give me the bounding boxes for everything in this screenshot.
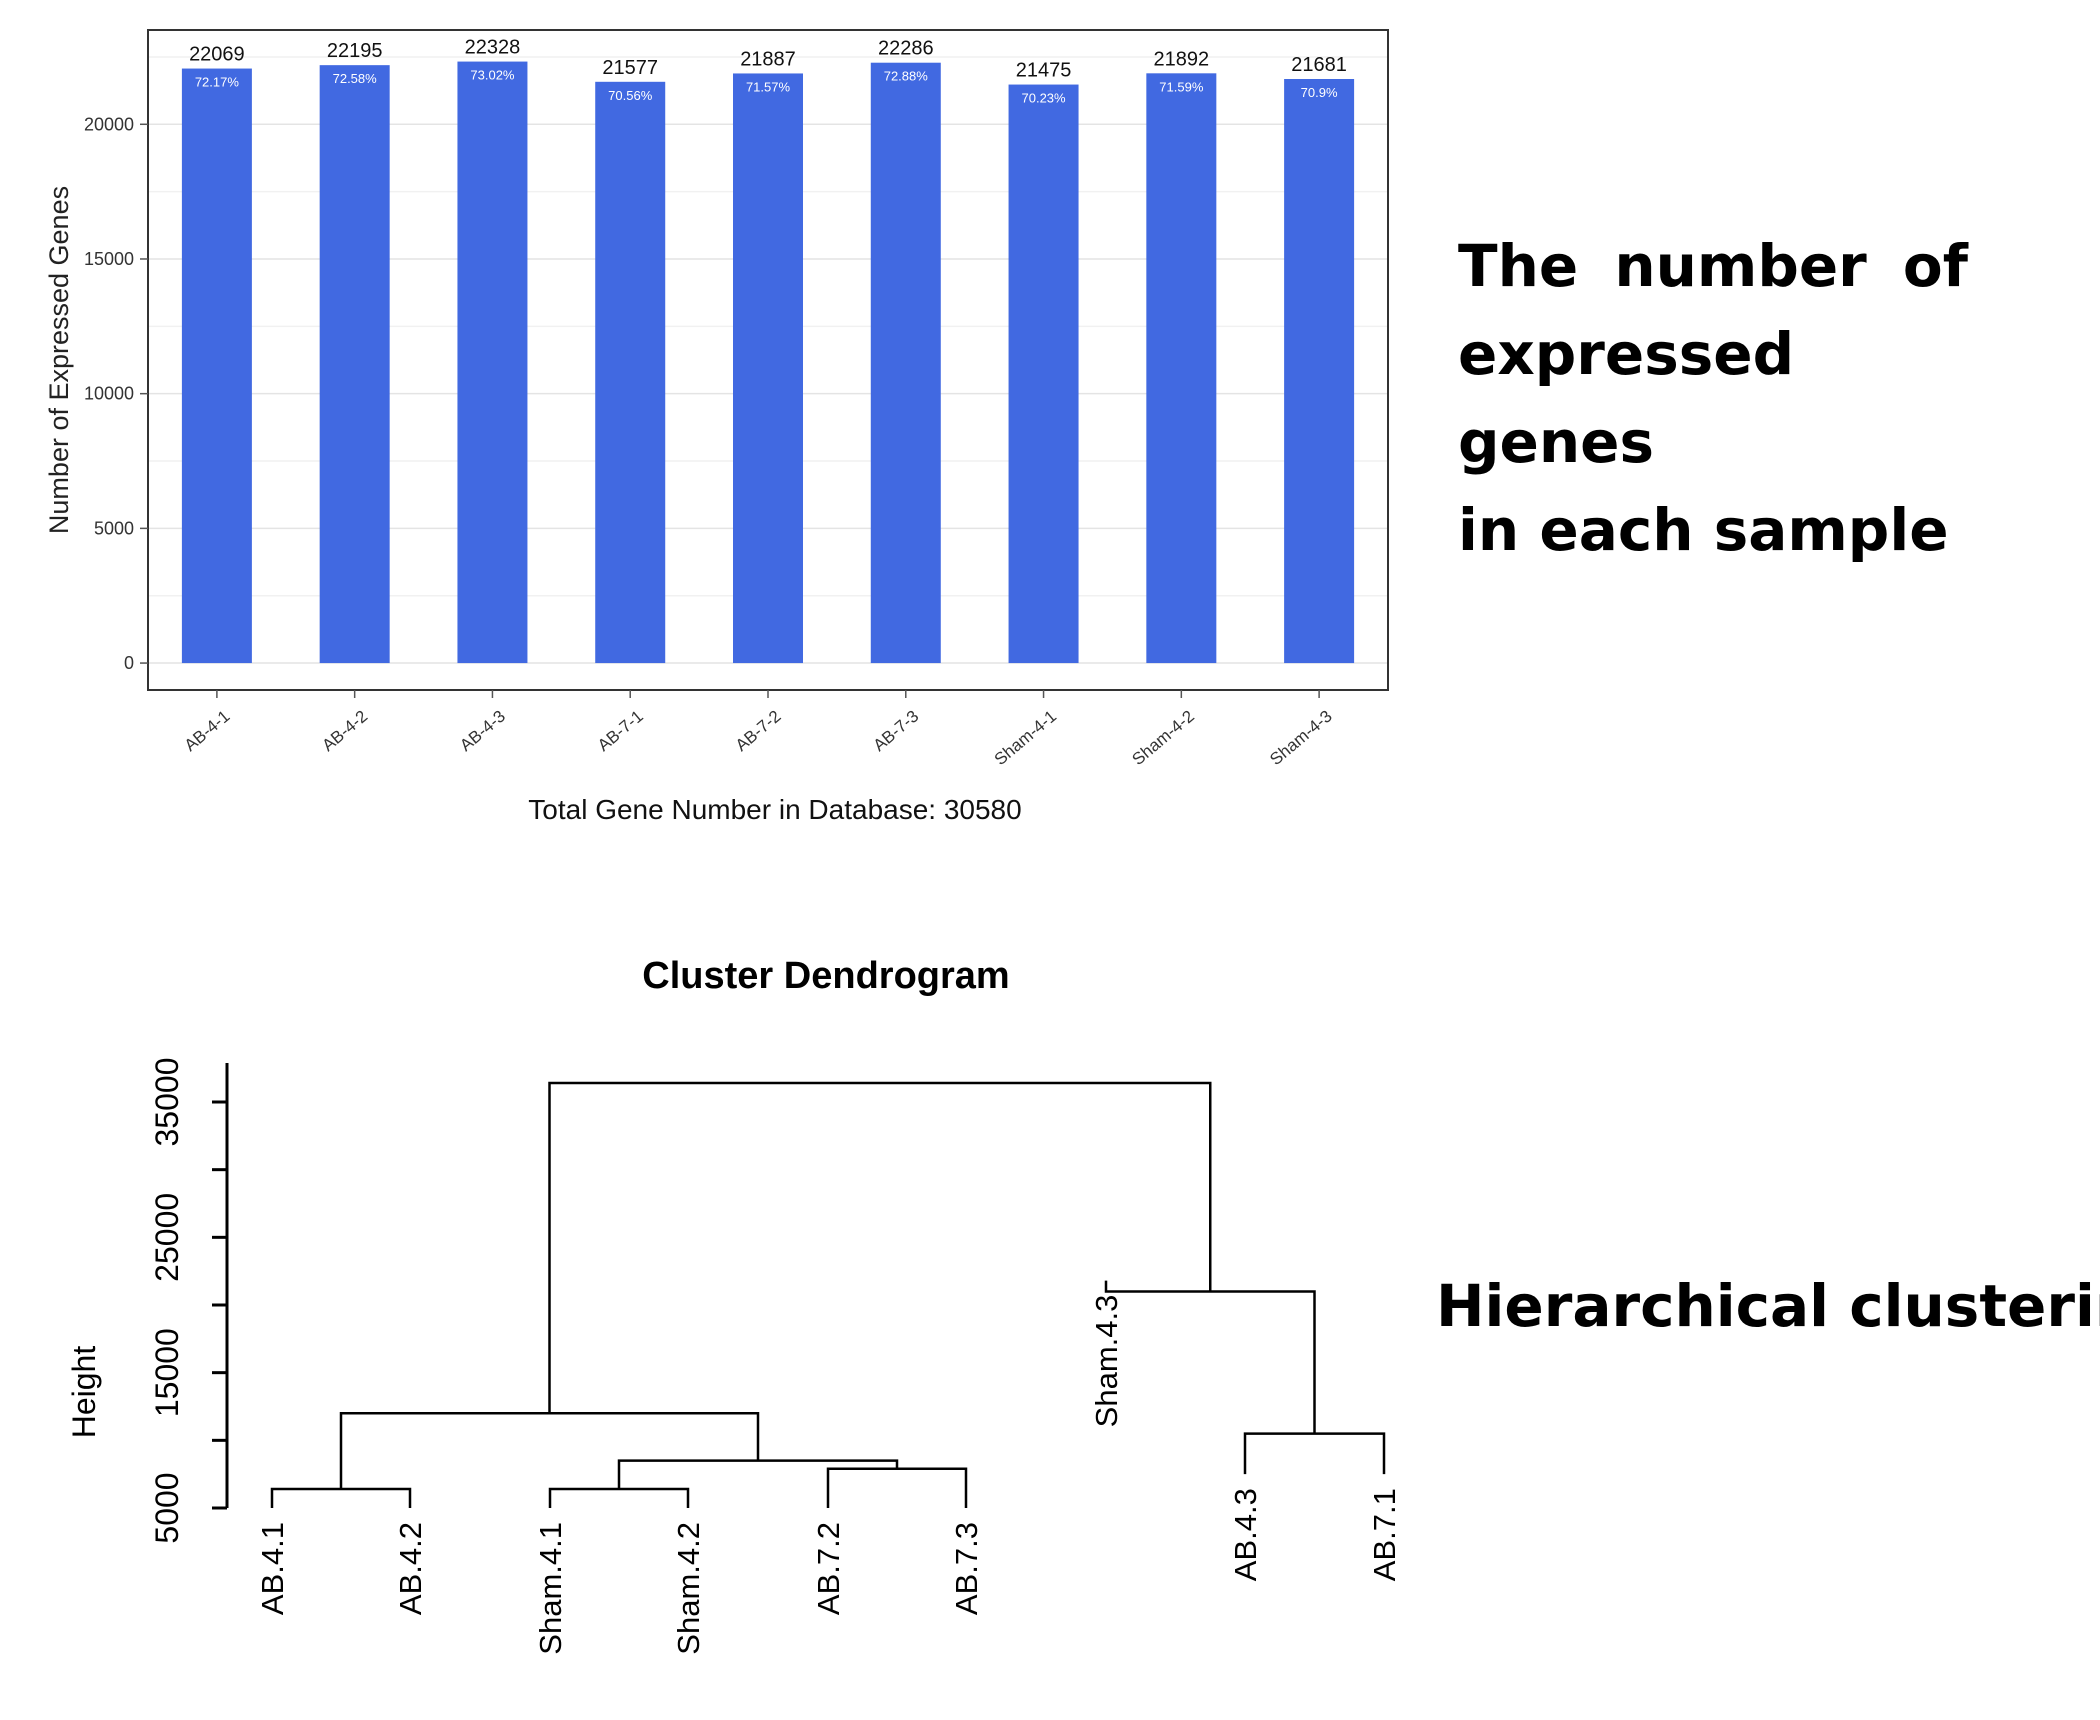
bar-value-label: 22286 xyxy=(878,38,934,60)
dendrogram-link xyxy=(548,1487,690,1508)
y-tick-label: 15000 xyxy=(84,249,134,269)
dendrogram-link xyxy=(1243,1432,1386,1475)
dendrogram-leaf-label: Sham.4.3 xyxy=(1089,1295,1124,1428)
bar xyxy=(457,61,528,664)
y-tick-label: 10000 xyxy=(84,384,134,404)
bar-percent-label: 70.23% xyxy=(1022,91,1067,106)
bar-value-label: 21475 xyxy=(1016,60,1072,82)
dendrogram-y-ticks: 5000 15000 25000 35000 xyxy=(149,1058,227,1544)
caption-word: of xyxy=(1902,232,1968,300)
dendrogram-links xyxy=(270,1081,1386,1508)
dendrogram-link xyxy=(270,1487,412,1508)
bar xyxy=(181,68,252,664)
bar xyxy=(1146,73,1217,664)
cluster-dendrogram: Cluster Dendrogram Height 5000 15000 25000… xyxy=(66,955,1402,1655)
dendrogram-leaf-label: AB.7.1 xyxy=(1367,1488,1402,1581)
bar xyxy=(870,62,941,664)
dendrogram-leaf-label: AB.4.2 xyxy=(393,1522,428,1615)
x-tick-label: AB-7-1 xyxy=(594,707,647,756)
dendrogram-leaf-label: AB.7.2 xyxy=(811,1522,846,1615)
bar-percent-label: 73.02% xyxy=(470,68,515,83)
y-tick-label: 0 xyxy=(124,653,134,673)
bar xyxy=(595,81,666,664)
bar-value-label: 21681 xyxy=(1291,54,1347,76)
expressed-genes-bar-chart: 0 5000 10000 15000 20000 22069 72.17% 22195 72.… xyxy=(44,29,1389,825)
x-tick-label: Sham-4-3 xyxy=(1266,707,1335,770)
caption-word: number xyxy=(1614,232,1867,300)
dendrogram-link xyxy=(826,1467,968,1508)
dendrogram-leaf-labels: AB.4.1 AB.4.2 Sham.4.1 Sham.4.2 AB.7.2 AB.7.3… xyxy=(255,1295,1402,1655)
bar xyxy=(1008,84,1079,664)
bar-percent-label: 71.57% xyxy=(746,79,791,94)
dendrogram-link xyxy=(339,1412,760,1490)
dendrogram-leaf-label: Sham.4.1 xyxy=(533,1522,568,1655)
hierarchical-clustering-caption: Hierarchical clustering xyxy=(1436,1272,2100,1340)
caption-word: The xyxy=(1458,232,1579,300)
dendrogram-leaf-label: AB.7.3 xyxy=(949,1522,984,1615)
bar-percent-label: 70.56% xyxy=(608,88,653,103)
bar-value-label: 22328 xyxy=(465,37,521,59)
y-tick-label: 20000 xyxy=(84,114,134,134)
dendrogram-y-tick-label: 35000 xyxy=(149,1058,185,1147)
x-tick-label: AB-4-3 xyxy=(456,707,509,756)
bar xyxy=(319,65,390,664)
bar-percent-label: 72.88% xyxy=(884,69,929,84)
dendrogram-leaf-label: Sham.4.2 xyxy=(671,1522,706,1655)
bar-value-label: 21577 xyxy=(602,57,658,79)
dendrogram-leaf-label: AB.4.3 xyxy=(1228,1488,1263,1581)
bar-chart-bars: 22069 72.17% 22195 72.58% 22328 73.02% 21577 70… xyxy=(181,37,1355,664)
x-tick-label: Sham-4-1 xyxy=(991,707,1060,770)
bar-percent-label: 71.59% xyxy=(1159,79,1204,94)
dendrogram-link xyxy=(617,1459,899,1490)
expressed-genes-caption: The number of expressed genes in each sa… xyxy=(1458,222,1968,574)
bar-value-label: 21892 xyxy=(1154,48,1210,70)
dendrogram-y-tick-label: 15000 xyxy=(149,1328,185,1417)
bar-value-label: 22195 xyxy=(327,40,383,62)
bar xyxy=(733,73,803,664)
x-tick-label: AB-7-3 xyxy=(870,707,923,756)
x-tick-label: AB-7-2 xyxy=(732,707,785,756)
bar-percent-label: 72.58% xyxy=(333,71,378,86)
bar-chart-x-ticks: AB-4-1 AB-4-2 AB-4-3 AB-7-1 AB-7-2 AB-7-3 Sham… xyxy=(181,690,1336,769)
bar-percent-label: 72.17% xyxy=(195,75,240,90)
bar-percent-label: 70.9% xyxy=(1301,85,1338,100)
dendrogram-title: Cluster Dendrogram xyxy=(642,955,1009,997)
dendrogram-leaf-label: AB.4.1 xyxy=(255,1522,290,1615)
x-tick-label: AB-4-2 xyxy=(318,707,371,756)
dendrogram-y-tick-label: 5000 xyxy=(149,1472,185,1543)
y-tick-label: 5000 xyxy=(94,518,134,538)
bar-chart-footer: Total Gene Number in Database: 30580 xyxy=(528,794,1021,825)
caption-line-2: expressed genes xyxy=(1458,320,1795,476)
bar-chart-y-axis-label: Number of Expressed Genes xyxy=(44,186,74,534)
bar-chart-y-ticks: 0 5000 10000 15000 20000 xyxy=(84,114,148,673)
dendrogram-y-tick-label: 25000 xyxy=(149,1193,185,1282)
dendrogram-y-axis-label: Height xyxy=(66,1346,102,1439)
bar-value-label: 21887 xyxy=(740,48,796,70)
x-tick-label: Sham-4-2 xyxy=(1129,707,1198,770)
bar xyxy=(1284,79,1355,664)
bar-value-label: 22069 xyxy=(189,44,245,66)
caption-line-3: in each sample xyxy=(1458,496,1949,564)
x-tick-label: AB-4-1 xyxy=(181,707,234,756)
dendrogram-link xyxy=(548,1081,1212,1414)
dendrogram-link xyxy=(1104,1280,1316,1434)
